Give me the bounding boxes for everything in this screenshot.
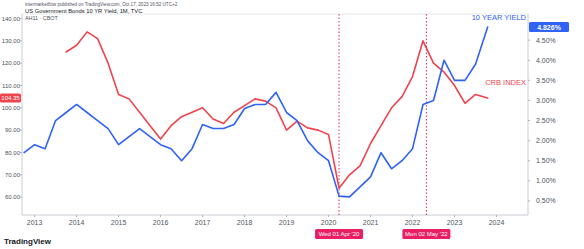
x-tick <box>412 215 413 217</box>
date-marker-label: Mon 02 May '22 <box>405 231 448 237</box>
y-tick-label: 100.00 <box>2 105 21 111</box>
y-tick-label: 140.00 <box>2 16 21 22</box>
y2-tick <box>528 120 530 121</box>
x-tick <box>328 215 329 217</box>
y2-tick <box>528 60 530 61</box>
logo: TradingView <box>4 237 52 246</box>
x-tick-label: 2015 <box>111 219 127 226</box>
x-tick-label: 2013 <box>27 219 43 226</box>
y2-tick <box>528 140 530 141</box>
y2-tick-label: 1.00% <box>536 177 556 184</box>
last-value-label: 104.35 <box>1 95 20 101</box>
x-tick-label: 2023 <box>447 219 463 226</box>
x-tick <box>496 215 497 217</box>
y2-tick-label: 3.00% <box>536 97 556 104</box>
right-axis-line <box>528 14 529 215</box>
x-tick-label: 2017 <box>195 219 211 226</box>
x-tick <box>244 215 245 217</box>
x-tick-label: 2020 <box>321 219 337 226</box>
y2-tick-label: 3.50% <box>536 77 556 84</box>
x-tick-label: 2022 <box>405 219 421 226</box>
y2-tick-label: 0.50% <box>536 197 556 204</box>
y-tick <box>20 174 22 175</box>
y2-tick <box>528 180 530 181</box>
x-tick-label: 2024 <box>489 219 505 226</box>
x-tick <box>454 215 455 217</box>
x-tick <box>118 215 119 217</box>
y2-tick-label: 2.50% <box>536 117 556 124</box>
y-tick <box>20 63 22 64</box>
y2-tick <box>528 200 530 201</box>
plot-area <box>24 14 488 215</box>
y-tick-label: 80.00 <box>5 150 21 156</box>
y2-tick-label: 4.00% <box>536 57 556 64</box>
series-line <box>24 27 488 197</box>
credit: intermarketflow published on TradingView… <box>25 2 178 7</box>
y2-tick <box>528 160 530 161</box>
title: US Government Bonds 10 YR Yield, 1M, TVC <box>25 8 142 14</box>
y2-tick <box>528 80 530 81</box>
chart-root: 60.00 70.00 80.00 90.00 100.00 110.00 120.00 13… <box>0 0 584 249</box>
x-tick-label: 2014 <box>69 219 85 226</box>
y-tick-label: 90.00 <box>5 127 21 133</box>
y-tick <box>20 197 22 198</box>
series-label: CRB INDEX <box>485 78 526 87</box>
x-tick <box>370 215 371 217</box>
y2-tick-label: 2.00% <box>536 137 556 144</box>
y-tick-label: 70.00 <box>5 172 21 178</box>
last-value-tag <box>529 22 569 32</box>
y2-tick-label: 4.50% <box>536 37 556 44</box>
date-marker-tag <box>402 229 450 239</box>
x-tick-label: 2016 <box>153 219 169 226</box>
y2-tick-label: 1.50% <box>536 157 556 164</box>
last-value-label: 4.826% <box>537 24 562 31</box>
left-axis-line <box>22 14 23 215</box>
y-tick <box>20 107 22 108</box>
date-marker-line <box>426 14 427 215</box>
series-line <box>66 32 488 188</box>
y-tick <box>20 85 22 86</box>
x-tick <box>286 215 287 217</box>
y-tick <box>20 130 22 131</box>
y-tick-label: 120.00 <box>2 60 21 66</box>
subtitle: AH11 · CBOT <box>25 15 59 21</box>
x-tick-label: 2019 <box>279 219 295 226</box>
last-value-tag <box>0 94 21 103</box>
x-tick-label: 2018 <box>237 219 253 226</box>
y-tick-label: 60.00 <box>5 194 21 200</box>
x-tick <box>76 215 77 217</box>
y-tick <box>20 152 22 153</box>
series-label: 10 YEAR YIELD <box>472 13 527 22</box>
x-tick <box>34 215 35 217</box>
x-tick-label: 2021 <box>363 219 379 226</box>
y-tick-label: 130.00 <box>2 38 21 44</box>
x-axis-line <box>22 215 528 216</box>
y-tick <box>20 40 22 41</box>
y-tick <box>20 18 22 19</box>
date-marker-tag <box>315 229 363 239</box>
chart: 60.00 70.00 80.00 90.00 100.00 110.00 120.00 13… <box>0 0 584 249</box>
y-tick-label: 110.00 <box>2 83 21 89</box>
x-tick <box>160 215 161 217</box>
y2-tick <box>528 100 530 101</box>
y2-tick <box>528 40 530 41</box>
x-tick <box>202 215 203 217</box>
date-marker-label: Wed 01 Apr '20 <box>319 231 360 237</box>
